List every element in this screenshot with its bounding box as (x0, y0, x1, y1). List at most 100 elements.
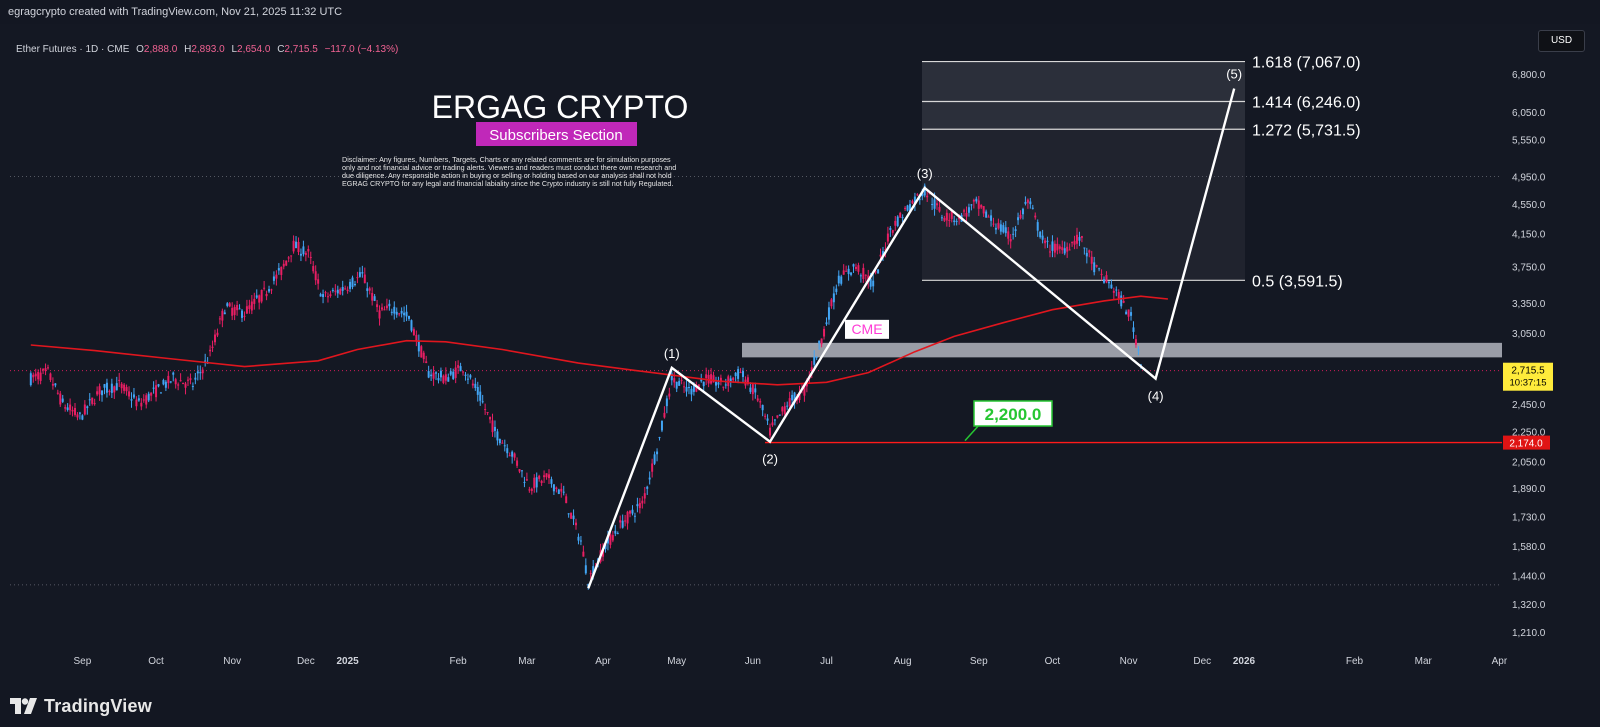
candle-body (717, 382, 720, 385)
candle-body (746, 377, 749, 385)
candle-body (366, 288, 369, 291)
wave-label: (2) (762, 452, 778, 467)
candle-body (909, 204, 912, 211)
candle-body (83, 404, 86, 415)
candle-body (575, 522, 578, 526)
candle-body (44, 368, 47, 372)
candle-body (484, 409, 487, 411)
candle-body (997, 222, 1000, 229)
candle-body (329, 294, 332, 297)
candle-body (1007, 231, 1010, 239)
candle-body (884, 249, 887, 251)
candle-body (435, 372, 438, 374)
candle-body (511, 451, 514, 457)
fib-level-label: 1.272 (5,731.5) (1252, 122, 1361, 139)
candle-body (516, 460, 519, 466)
candle-body (1026, 199, 1029, 203)
currency-button[interactable]: USD (1538, 30, 1585, 52)
candle-body (295, 241, 298, 249)
candle-body (39, 372, 42, 381)
candle-body (530, 488, 533, 491)
candle-body (864, 274, 867, 276)
candle-body (850, 272, 853, 275)
tradingview-icon (10, 698, 37, 714)
candle-body (766, 418, 769, 421)
candle-body (356, 277, 359, 279)
candle-body (481, 401, 484, 403)
price-chart[interactable]: Ether Futures · 1D · CME O2,888.0 H2,893… (0, 24, 1600, 714)
fib-level-label: 0.5 (3,591.5) (1252, 273, 1343, 290)
candle-body (474, 383, 477, 388)
candle-body (172, 372, 175, 375)
candle-body (287, 257, 290, 259)
candle-body (695, 386, 698, 392)
candle-body (705, 374, 708, 379)
candle-body (990, 215, 993, 221)
candle-body (101, 390, 104, 396)
candle-body (125, 387, 128, 392)
candle-body (1073, 240, 1076, 245)
candle-body (552, 484, 555, 492)
wave-label: (3) (917, 166, 933, 181)
candle-body (118, 379, 121, 381)
candle-body (1019, 214, 1022, 219)
candle-body (1122, 300, 1125, 303)
cme-label: CME (851, 321, 882, 337)
candle-body (297, 241, 300, 253)
symbol-label: Ether Futures · 1D · CME O2,888.0 H2,893… (16, 44, 398, 55)
candle-body (123, 384, 126, 391)
candle-body (859, 275, 862, 277)
candle-body (525, 479, 528, 481)
candle-body (1125, 311, 1128, 315)
price-tick-label: 1,580.0 (1512, 542, 1546, 553)
candle-body (314, 271, 317, 281)
candle-body (823, 328, 826, 337)
candle-body (1004, 227, 1007, 234)
candle-body (59, 393, 62, 405)
tradingview-logo[interactable]: TradingView (10, 692, 152, 720)
candle-body (339, 288, 342, 295)
candle-body (383, 309, 386, 311)
candle-body (56, 392, 59, 394)
candle-body (911, 200, 914, 204)
candle-body (476, 387, 479, 395)
annotation-pointer (964, 423, 981, 442)
candle-body (665, 398, 668, 407)
candle-body (562, 491, 565, 493)
fib-level-label: 1.618 (7,067.0) (1252, 55, 1361, 72)
candle-body (88, 399, 91, 401)
candle-body (464, 374, 467, 376)
candle-body (651, 463, 654, 472)
candle-body (1061, 247, 1064, 251)
time-tick-label: Nov (223, 656, 241, 667)
candle-body (452, 371, 455, 380)
candle-body (950, 210, 953, 219)
candle-body (999, 224, 1002, 232)
candle-body (241, 310, 244, 318)
candle-body (263, 287, 266, 289)
candle-body (555, 487, 558, 489)
candle-body (1046, 240, 1049, 242)
candle-body (91, 397, 94, 404)
candle-body (471, 383, 474, 386)
time-tick-label: Apr (595, 656, 611, 667)
candle-body (140, 402, 143, 407)
candle-body (749, 387, 752, 392)
candle-body (889, 227, 892, 231)
candle-body (535, 477, 538, 488)
candle-body (702, 381, 705, 387)
candle-body (457, 365, 460, 368)
candle-body (916, 194, 919, 196)
candle-body (579, 540, 582, 542)
candle-body (931, 204, 934, 206)
candle-body (825, 322, 828, 325)
candle-body (349, 281, 352, 289)
candle-body (358, 272, 361, 277)
time-tick-label: Dec (1193, 656, 1211, 667)
candle-body (378, 310, 381, 319)
candle-body (34, 373, 37, 377)
candle-body (842, 270, 845, 275)
candle-body (629, 510, 632, 514)
candle-body (953, 220, 956, 222)
candle-body (223, 312, 226, 315)
